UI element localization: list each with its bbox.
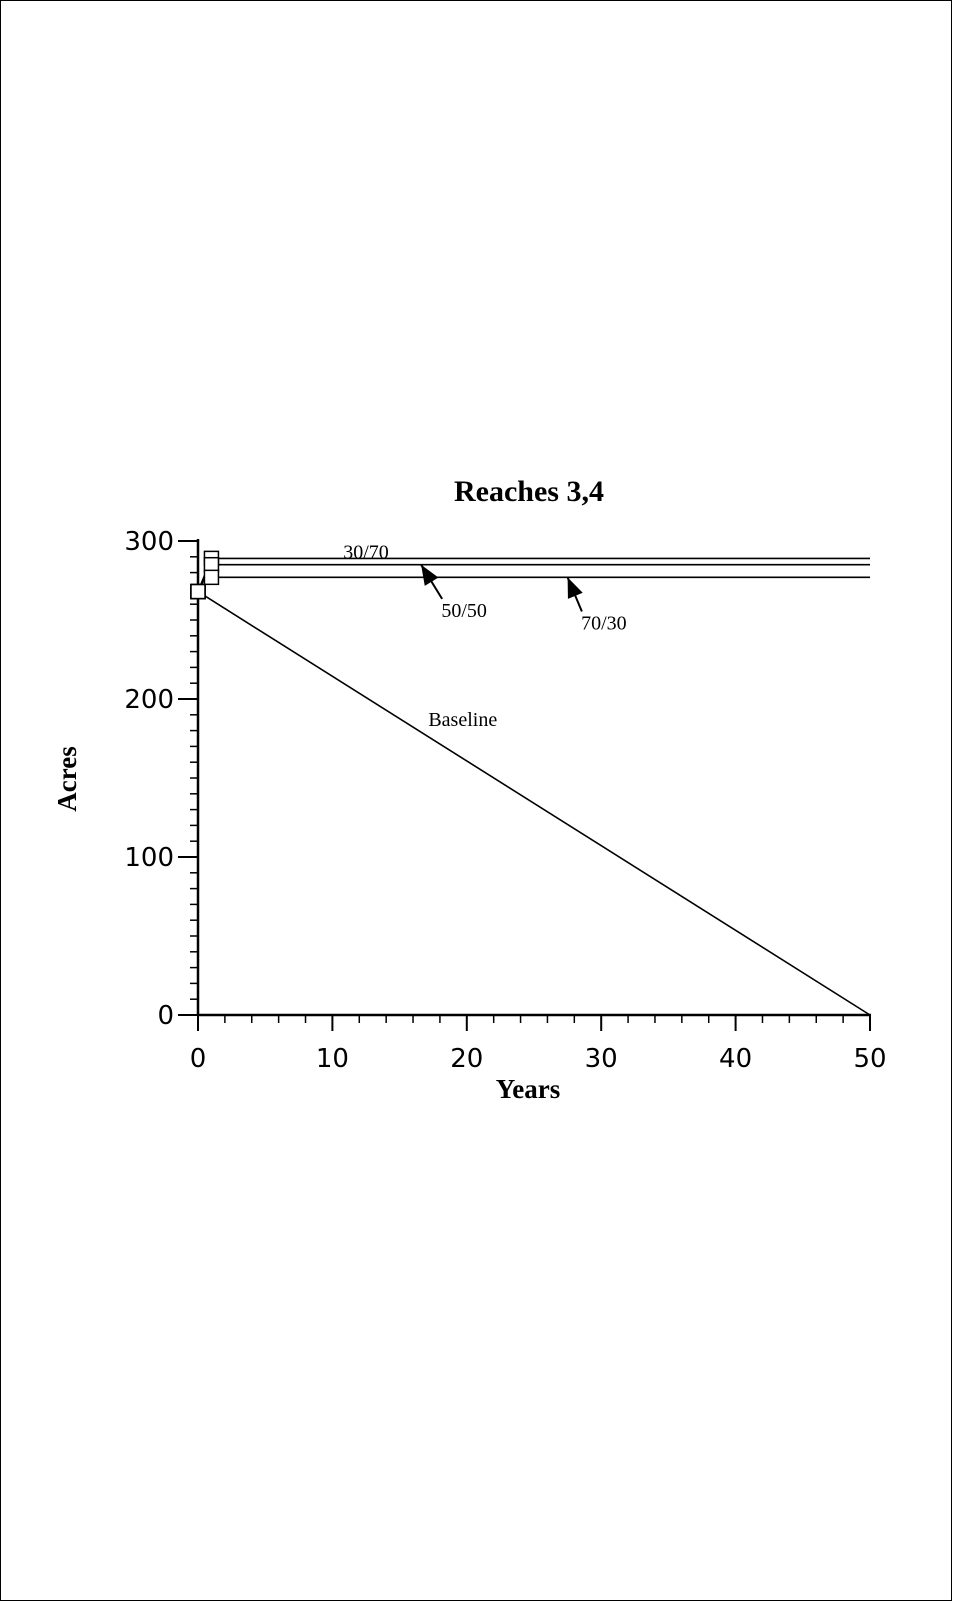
series-layer [190,550,871,1016]
series-point-70-30 [203,569,220,586]
y-tick-label: 200 [124,685,174,715]
series-line-70-30 [197,576,870,593]
annotation-arrowhead-70-30 [567,577,583,599]
y-tick-label: 100 [124,843,174,873]
annotation-layer: 30/70 50/50 70/30 Baseline [343,541,626,730]
annotation-label-30-70: 30/70 [343,541,389,563]
annotation-label-70-30: 70/30 [581,612,627,634]
x-tick-label: 50 [853,1044,886,1074]
x-tick-label: 10 [316,1044,349,1074]
axes: 0 100 200 300 0 10 20 30 40 50 [124,527,886,1074]
series-line-30-70 [197,557,870,592]
series-line-50-50 [197,563,870,592]
x-tick-label: 30 [585,1044,618,1074]
y-axis-title: Acres [52,746,82,811]
x-tick-label: 40 [719,1044,752,1074]
y-tick-label: 300 [124,527,174,557]
y-tick-label: 0 [157,1001,174,1031]
x-tick-label: 0 [190,1044,207,1074]
x-axis-title: Years [496,1074,560,1104]
x-tick-label: 20 [450,1044,483,1074]
annotation-label-baseline: Baseline [428,709,497,731]
annotation-label-50-50: 50/50 [441,600,487,622]
series-line-baseline [197,590,871,1016]
annotation-arrowhead-50-50 [421,564,439,586]
series-point-baseline [190,583,206,600]
chart-title: Reaches 3,4 [454,475,604,508]
